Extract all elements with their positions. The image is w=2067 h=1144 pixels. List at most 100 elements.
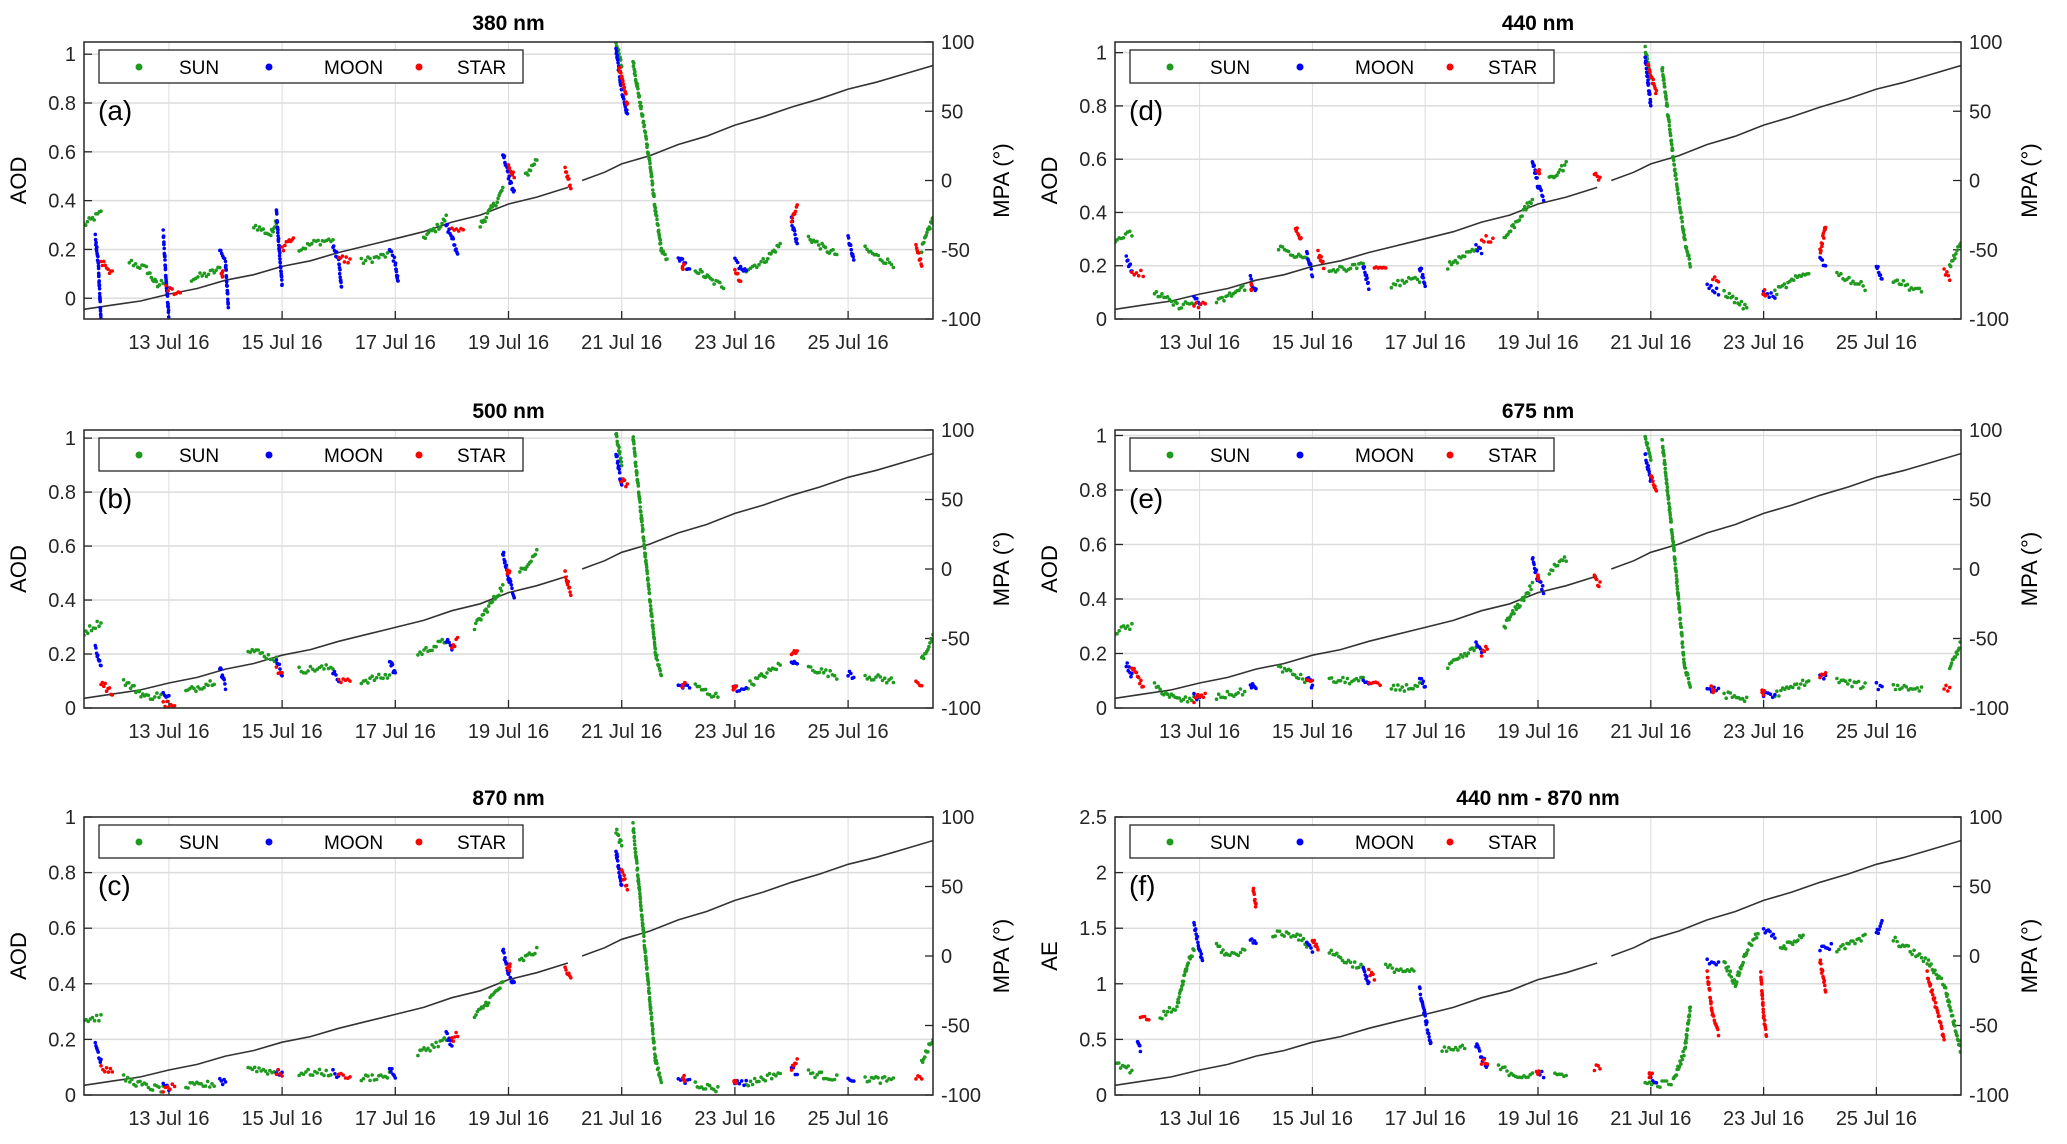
sun-point bbox=[647, 591, 652, 596]
star-point bbox=[1820, 242, 1825, 246]
sun-point bbox=[260, 651, 265, 655]
star-point bbox=[622, 85, 627, 90]
star-point bbox=[1312, 938, 1317, 943]
sun-point bbox=[482, 1003, 487, 1008]
plot-area bbox=[1115, 434, 1961, 705]
sun-point bbox=[99, 209, 103, 213]
moon-point bbox=[1138, 1049, 1143, 1054]
star-point bbox=[563, 569, 567, 573]
sun-point bbox=[1687, 1013, 1692, 1017]
star-point bbox=[170, 1082, 175, 1086]
star-point bbox=[919, 683, 924, 688]
sun-point bbox=[1678, 621, 1683, 626]
sun-point bbox=[632, 830, 636, 835]
star-point bbox=[1933, 1000, 1938, 1005]
sun-point bbox=[1344, 960, 1348, 965]
y-tick-label: 0.2 bbox=[48, 1029, 76, 1051]
star-point bbox=[1319, 254, 1324, 259]
sun-point bbox=[1665, 104, 1670, 108]
sun-point bbox=[1181, 302, 1186, 307]
sun-point bbox=[885, 1079, 889, 1083]
y-axis-label: AOD bbox=[1037, 157, 1062, 205]
sun-point bbox=[1790, 942, 1795, 947]
sun-point bbox=[748, 679, 752, 683]
moon-point bbox=[219, 1079, 224, 1083]
sun-point bbox=[252, 1065, 257, 1070]
sun-point bbox=[876, 253, 881, 258]
sun-point bbox=[264, 656, 269, 661]
sun-point bbox=[1398, 688, 1402, 692]
moon-point bbox=[502, 951, 506, 955]
sun-point bbox=[1948, 664, 1953, 668]
sun-point bbox=[97, 1018, 101, 1023]
y2-tick-label: 0 bbox=[941, 946, 952, 968]
sun-point bbox=[652, 643, 657, 647]
moon-point bbox=[276, 236, 281, 241]
sun-point bbox=[1649, 458, 1653, 462]
moon-point bbox=[1532, 164, 1536, 168]
sun-point bbox=[1674, 172, 1678, 177]
sun-point bbox=[1670, 142, 1674, 147]
sun-point bbox=[707, 1083, 712, 1088]
moon-point bbox=[395, 274, 400, 278]
moon-point bbox=[852, 675, 856, 680]
sun-point bbox=[651, 188, 655, 192]
moon-point bbox=[99, 663, 103, 668]
sun-point bbox=[1731, 981, 1736, 985]
sun-point bbox=[619, 838, 623, 843]
sun-point bbox=[1227, 291, 1232, 295]
sun-point bbox=[1954, 252, 1958, 256]
star-point bbox=[1762, 288, 1767, 292]
sun-point bbox=[703, 1087, 708, 1091]
star-point bbox=[622, 873, 626, 877]
sun-point bbox=[1517, 218, 1522, 222]
legend-marker-moon bbox=[1296, 451, 1304, 459]
moon-point bbox=[1309, 946, 1313, 950]
star-point bbox=[1764, 1034, 1769, 1038]
moon-point bbox=[1125, 661, 1129, 665]
sun-point bbox=[381, 252, 385, 257]
moon-point bbox=[280, 673, 284, 678]
star-point bbox=[1596, 1064, 1600, 1068]
moon-point bbox=[851, 254, 855, 259]
sun-point bbox=[1933, 968, 1937, 973]
moon-point bbox=[394, 269, 399, 274]
panel-label: (d) bbox=[1129, 95, 1163, 126]
moon-point bbox=[849, 247, 853, 252]
sun-point bbox=[1175, 1004, 1179, 1009]
moon-point bbox=[163, 258, 167, 262]
star-point bbox=[1251, 886, 1256, 891]
sun-point bbox=[1192, 948, 1196, 953]
moon-point bbox=[1305, 251, 1310, 256]
star-point bbox=[1716, 1033, 1721, 1038]
sun-point bbox=[1668, 133, 1673, 138]
sun-point bbox=[212, 1084, 216, 1088]
star-point bbox=[1707, 988, 1712, 992]
star-point bbox=[99, 1064, 103, 1068]
sun-point bbox=[1173, 1008, 1177, 1012]
star-point bbox=[1712, 688, 1717, 693]
panel-title: 675 nm bbox=[1502, 400, 1574, 423]
sun-point bbox=[1177, 696, 1181, 700]
moon-point bbox=[162, 242, 166, 247]
sun-point bbox=[645, 965, 649, 970]
legend-label-moon: MOON bbox=[324, 446, 383, 467]
sun-point bbox=[650, 1023, 655, 1028]
sun-point bbox=[1895, 939, 1899, 944]
moon-point bbox=[1648, 100, 1653, 104]
panel-label: (b) bbox=[98, 483, 132, 514]
sun-point bbox=[428, 1049, 432, 1053]
star-point bbox=[565, 582, 570, 587]
plot-area bbox=[84, 42, 933, 319]
x-tick-label: 25 Jul 16 bbox=[808, 721, 889, 743]
sun-point bbox=[1241, 284, 1245, 288]
sun-point bbox=[257, 225, 262, 229]
sun-point bbox=[1558, 168, 1562, 172]
sun-point bbox=[1512, 225, 1517, 230]
y2-tick-label: -100 bbox=[1969, 698, 2009, 720]
star-point bbox=[1484, 234, 1488, 238]
x-tick-label: 21 Jul 16 bbox=[1610, 721, 1691, 743]
sun-point bbox=[642, 539, 646, 543]
sun-point bbox=[210, 268, 215, 272]
star-point bbox=[102, 259, 106, 264]
